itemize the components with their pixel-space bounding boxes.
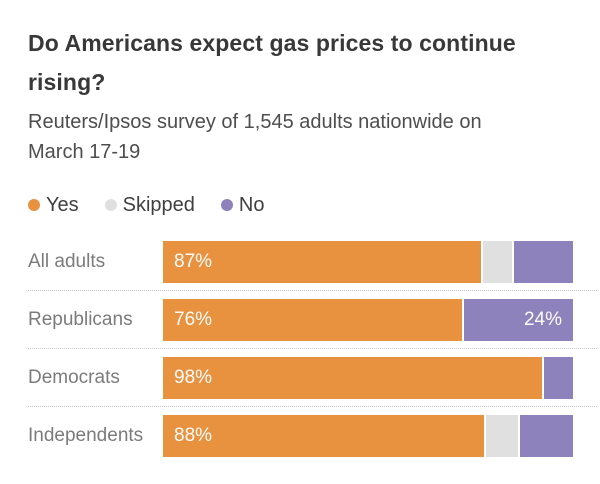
bar-chart: All adults 87% Republicans 76% 24% Democrats 9… (28, 241, 597, 457)
chart-subtitle: Reuters/Ipsos survey of 1,545 adults nat… (28, 107, 573, 167)
segment-value-label: 88% (174, 425, 213, 446)
stacked-bar: 87% (163, 241, 573, 283)
legend-label: Yes (46, 193, 79, 216)
segment-yes: 76% (163, 299, 462, 341)
chart-row: Independents 88% (28, 415, 573, 457)
segment-yes: 88% (163, 415, 485, 457)
segment-no (513, 241, 573, 283)
stacked-bar: 98% (163, 357, 573, 399)
segment-yes: 87% (163, 241, 481, 283)
segment-no: 24% (463, 299, 573, 341)
segment-no (520, 415, 573, 457)
row-divider (28, 290, 597, 291)
subtitle-line-1: Reuters/Ipsos survey of 1,545 adults nat… (28, 111, 482, 133)
segment-value-label: 24% (523, 309, 562, 330)
segment-value-label: 76% (174, 309, 213, 330)
category-label: Democrats (28, 367, 120, 388)
chart-row: Republicans 76% 24% (28, 299, 573, 341)
page-title: Do Americans expect gas prices to contin… (28, 24, 573, 102)
segment-value-label: 98% (174, 367, 213, 388)
legend-item-skipped: Skipped (104, 193, 195, 217)
legend-label: Skipped (122, 193, 195, 216)
chart-row: Democrats 98% (28, 357, 573, 399)
segment-skipped (486, 415, 519, 457)
legend-dot-icon (28, 199, 40, 211)
legend-item-no: No (220, 193, 265, 217)
category-label: Republicans (28, 309, 133, 330)
subtitle-line-2: March 17-19 (28, 141, 141, 163)
category-label: Independents (28, 425, 144, 446)
segment-yes: 98% (163, 357, 542, 399)
category-label: All adults (28, 251, 106, 272)
title-line-1: Do Americans expect gas prices to contin… (28, 30, 516, 56)
legend-dot-icon (104, 199, 117, 211)
segment-skipped (482, 241, 512, 283)
row-divider (28, 348, 597, 349)
segment-value-label: 87% (174, 251, 213, 272)
chart-row: All adults 87% (28, 241, 573, 283)
stacked-bar: 76% 24% (163, 299, 573, 341)
stacked-bar: 88% (163, 415, 573, 457)
chart-legend: Yes Skipped No (28, 194, 573, 216)
legend-label: No (238, 193, 265, 216)
title-line-2: rising? (28, 69, 106, 95)
segment-no (543, 357, 573, 399)
row-divider (28, 406, 597, 407)
legend-dot-icon (220, 199, 233, 211)
legend-item-yes: Yes (28, 194, 79, 217)
